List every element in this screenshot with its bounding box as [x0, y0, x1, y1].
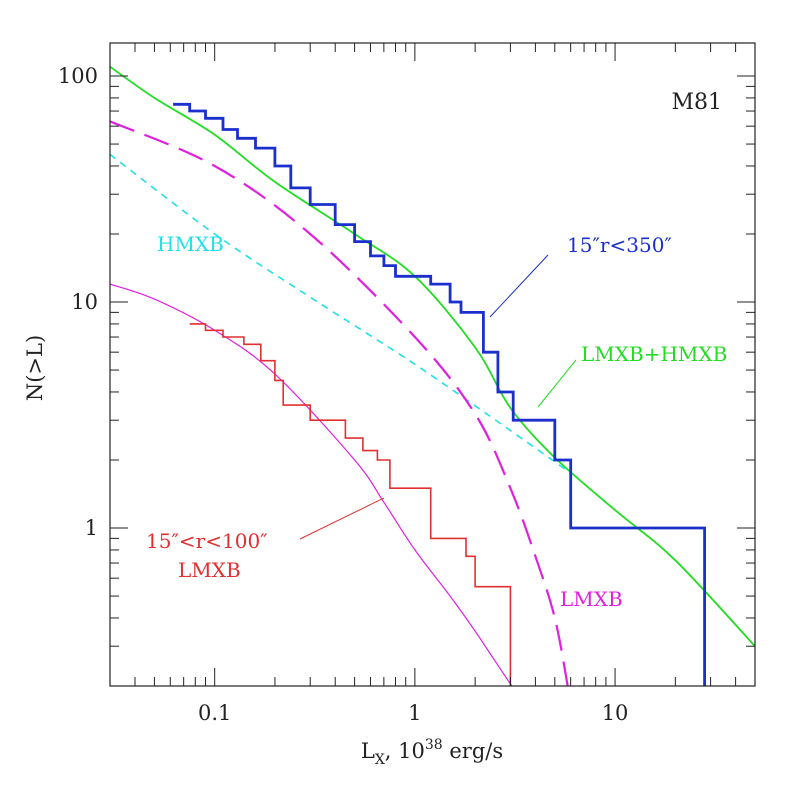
y-tick-label: 10 [71, 290, 98, 314]
galaxy-label: M81 [671, 90, 722, 115]
chart-series-group [110, 65, 755, 686]
x-tick-label: 1 [408, 701, 421, 725]
inner-region-label: 15″<r<100″ [146, 529, 268, 553]
x-axis-label-unit: erg/s [443, 739, 503, 763]
x-axis-label-subscript: X [375, 752, 385, 768]
total-model-pointer [537, 359, 577, 408]
y-tick-label: 100 [58, 64, 98, 88]
x-tick-label: 0.1 [198, 701, 231, 725]
plot-frame [109, 42, 756, 687]
total-model-label: LMXB+HMXB [581, 342, 727, 366]
x-axis-label-rest: , 10 [385, 739, 425, 763]
series-lmxb [110, 120, 569, 686]
y-tick-label: 1 [85, 516, 98, 540]
x-axis-label: LX, 1038 erg/s [361, 737, 503, 768]
hmxb-label: HMXB [157, 232, 224, 256]
series-hmxb [110, 153, 572, 474]
x-tick-label: 10 [602, 701, 629, 725]
axis-ticks [109, 43, 756, 687]
series-lmxb-model-15-r-100 [110, 283, 513, 686]
inner-region-pointer [299, 497, 385, 540]
axis-tick-labels: 0.1 1 10 1 10 100 [58, 64, 629, 725]
x-axis-label-superscript: 38 [425, 737, 443, 753]
outer-region-pointer [489, 254, 549, 318]
series-15-r-100-lmxb [189, 323, 512, 686]
outer-region-label: 15″r<350″ [567, 233, 672, 257]
inner-region-lmxb-label: LMXB [178, 558, 241, 582]
series-15-r-350 [173, 102, 706, 686]
series-lmxb-hmxb [110, 65, 755, 647]
x-axis-label-main: L [361, 739, 375, 763]
y-axis-label: N(>L) [23, 335, 47, 401]
lmxb-dashed-label: LMXB [560, 587, 623, 611]
